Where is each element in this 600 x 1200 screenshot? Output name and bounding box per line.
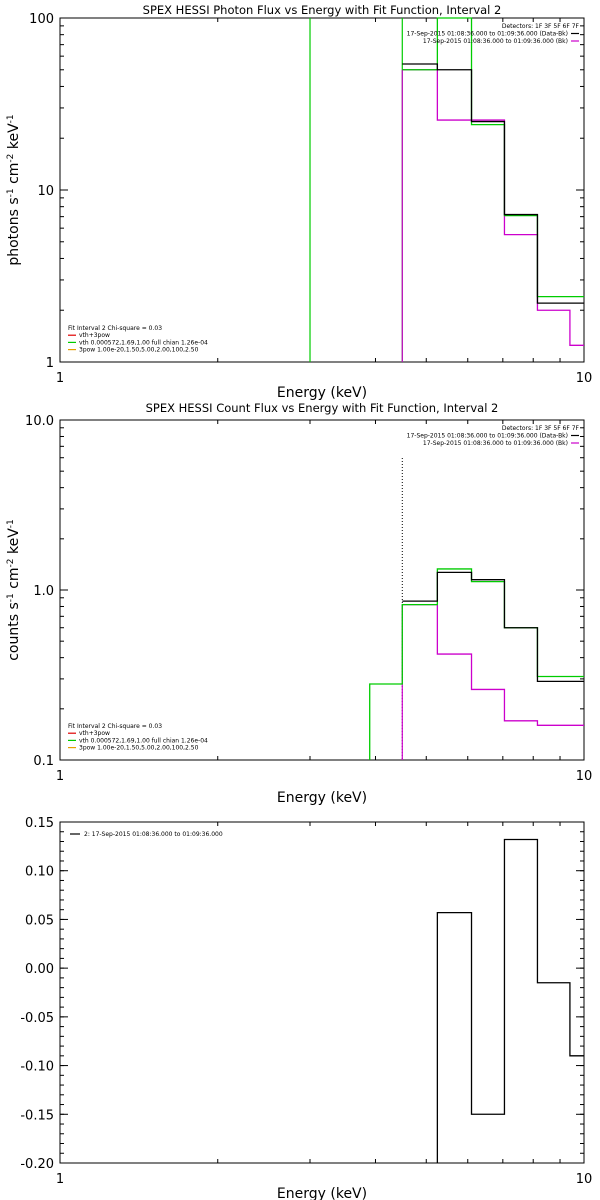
x-axis-label-2: Energy (keV)	[277, 790, 367, 806]
series-line-black	[436, 838, 584, 1163]
y-axis-label-part: -2	[6, 154, 16, 163]
chart-title-2: SPEX HESSI Count Flux vs Energy with Fit…	[146, 401, 499, 415]
legend-right-entry: 17-Sep-2015 01:08:36.000 to 01:09:36.000…	[407, 433, 568, 440]
y-axis-label-part: -1	[6, 114, 16, 123]
legend-left-entry: Fit Interval 2 Chi-square = 0.03	[68, 723, 162, 730]
y-axis-label-part: photons s	[6, 197, 22, 265]
y-tick-label: -0.10	[20, 1060, 54, 1075]
y-axis-label-part: -1	[6, 188, 16, 197]
legend-left-entry: vth+3pow	[79, 730, 110, 737]
y-axis-label-2: counts s-1 cm-2 keV-1	[6, 519, 22, 661]
y-tick-label: 1.0	[33, 584, 54, 599]
x-tick-label: 1	[56, 371, 64, 386]
y-axis-label-part: keV	[6, 528, 22, 559]
y-tick-label: -0.15	[20, 1108, 54, 1123]
y-axis-label-part: cm	[6, 163, 22, 189]
legend-right-entry: Detectors: 1F 3F 5F 6F 7F	[502, 425, 580, 432]
y-axis-label-part: cm	[6, 567, 22, 593]
legend-right-entry: 17-Sep-2015 01:08:36.000 to 01:09:36.000…	[423, 38, 568, 45]
legend-left-entry: vth 0.000572,1.69,1.00 full chian 1.26e-…	[79, 339, 208, 346]
x-tick-label: 10	[576, 769, 593, 784]
legend-right-entry: 17-Sep-2015 01:08:36.000 to 01:09:36.000…	[407, 31, 568, 38]
legend-left-entry: Fit Interval 2 Chi-square = 0.03	[68, 325, 162, 332]
y-tick-label: 0.00	[25, 962, 54, 977]
y-tick-label: 100	[29, 12, 54, 27]
series-line-black	[402, 571, 584, 683]
y-tick-label: -0.20	[20, 1157, 54, 1172]
y-axis-label-part: counts s	[6, 602, 22, 661]
series-line-black	[402, 63, 584, 304]
series-line-green	[402, 17, 584, 298]
y-axis-label-1: photons s-1 cm-2 keV-1	[6, 114, 22, 265]
y-tick-label: 0.1	[33, 754, 54, 769]
y-tick-label: 0.05	[25, 913, 54, 928]
chart-title-1: SPEX HESSI Photon Flux vs Energy with Fi…	[143, 3, 502, 17]
y-tick-label: 1	[46, 356, 54, 371]
y-tick-label: -0.05	[20, 1011, 54, 1026]
legend-right-entry: Detectors: 1F 3F 5F 6F 7F	[502, 23, 580, 30]
x-axis-label-1: Energy (keV)	[277, 385, 367, 401]
y-axis-label-part: -2	[6, 558, 16, 567]
y-tick-label: 0.15	[25, 816, 54, 831]
y-axis-label-part: keV	[6, 123, 22, 154]
y-tick-label: 0.10	[25, 865, 54, 880]
x-tick-label: 10	[576, 1172, 593, 1187]
y-tick-label: 10.0	[25, 414, 54, 429]
plot-frame-1	[59, 17, 585, 363]
y-axis-label-part: -1	[6, 519, 16, 528]
y-tick-label: 10	[37, 184, 54, 199]
series-line-magenta	[402, 69, 584, 346]
x-tick-label: 1	[56, 769, 64, 784]
plot-frame-2	[59, 419, 585, 761]
legend-left-entry: 3pow 1.00e-20,1.50,5.00,2.00,100,2.50	[79, 347, 199, 354]
y-axis-label-part: -1	[6, 593, 16, 602]
x-tick-label: 10	[576, 371, 593, 386]
legend-left-entry: 3pow 1.00e-20,1.50,5.00,2.00,100,2.50	[79, 745, 199, 752]
legend-left-entry: vth+3pow	[79, 332, 110, 339]
x-axis-label-3: Energy (keV)	[277, 1186, 367, 1200]
legend-left-entry: 2: 17-Sep-2015 01:08:36.000 to 01:09:36.…	[84, 831, 223, 838]
legend-left-entry: vth 0.000572,1.69,1.00 full chian 1.26e-…	[79, 737, 208, 744]
legend-right-entry: 17-Sep-2015 01:08:36.000 to 01:09:36.000…	[423, 440, 568, 447]
series-line-magenta	[402, 604, 584, 726]
plot-frame-3	[59, 821, 585, 1164]
x-tick-label: 1	[56, 1172, 64, 1187]
